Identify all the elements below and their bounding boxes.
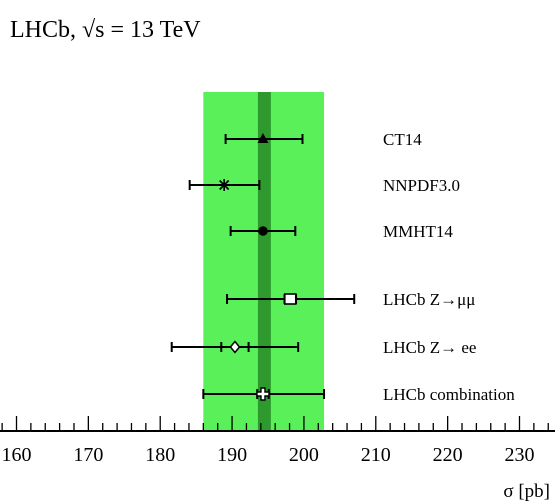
x-tick-label: 210 bbox=[361, 444, 391, 466]
x-tick-label: 200 bbox=[289, 444, 319, 466]
x-tick-label: 170 bbox=[73, 444, 103, 466]
data-point bbox=[229, 226, 297, 236]
data-point bbox=[170, 340, 300, 354]
x-tick-label: 190 bbox=[217, 444, 247, 466]
data-point bbox=[226, 293, 356, 305]
point-label: MMHT14 bbox=[383, 222, 453, 241]
data-point bbox=[224, 133, 304, 144]
point-label: LHCb Z→ ee bbox=[383, 338, 476, 357]
point-labels: CT14 NNPDF3.0 MMHT14 LHCb Z→μμ LHCb Z→ ee LHC… bbox=[383, 130, 515, 404]
x-tick-label: 180 bbox=[145, 444, 175, 466]
x-axis: 160 170 180 190 200 210 220 230 bbox=[0, 416, 555, 466]
circle-marker bbox=[258, 226, 268, 236]
point-label: NNPDF3.0 bbox=[383, 176, 460, 195]
x-axis-label: σ [pb] bbox=[503, 481, 550, 502]
chart-title: LHCb, √s = 13 TeV bbox=[10, 17, 201, 43]
point-label: LHCb Z→μμ bbox=[383, 290, 475, 309]
point-label: LHCb combination bbox=[383, 385, 515, 404]
x-tick-label: 230 bbox=[505, 444, 535, 466]
triangle-marker bbox=[257, 133, 269, 143]
measurement-points bbox=[170, 133, 356, 401]
point-label: CT14 bbox=[383, 130, 422, 149]
data-point bbox=[202, 387, 326, 401]
square-marker bbox=[283, 293, 297, 305]
data-point bbox=[188, 179, 261, 191]
x-tick-label: 160 bbox=[2, 444, 32, 466]
cross-marker bbox=[256, 387, 270, 401]
diamond-marker bbox=[229, 340, 241, 354]
x-tick-label: 220 bbox=[433, 444, 463, 466]
